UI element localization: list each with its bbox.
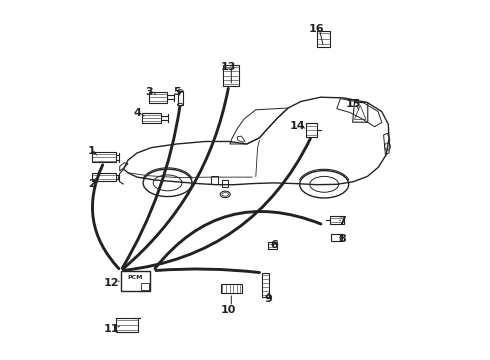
Bar: [223, 65, 240, 86]
Bar: [330, 216, 344, 224]
Text: 5: 5: [173, 87, 180, 97]
Bar: [262, 274, 270, 297]
Text: 11: 11: [104, 324, 120, 334]
Bar: [141, 283, 149, 290]
Text: 8: 8: [338, 234, 346, 244]
Bar: [306, 123, 317, 137]
Text: 2: 2: [88, 179, 96, 189]
Bar: [92, 152, 116, 162]
Text: 13: 13: [221, 62, 237, 72]
Bar: [142, 113, 161, 123]
Text: 15: 15: [345, 99, 361, 109]
Bar: [268, 242, 276, 249]
Bar: [177, 91, 183, 105]
Text: 10: 10: [221, 305, 237, 315]
Bar: [121, 271, 149, 291]
Text: 12: 12: [104, 278, 120, 288]
Bar: [92, 173, 116, 181]
Text: 14: 14: [290, 121, 305, 131]
Bar: [220, 284, 242, 293]
Text: 4: 4: [133, 108, 141, 118]
Bar: [222, 180, 228, 187]
Bar: [211, 176, 218, 184]
Text: 7: 7: [338, 216, 346, 226]
Bar: [149, 92, 167, 103]
Bar: [317, 31, 330, 47]
Bar: [116, 318, 138, 332]
Text: PCM: PCM: [127, 275, 143, 280]
Text: 3: 3: [146, 87, 153, 97]
Text: 16: 16: [309, 24, 325, 34]
Text: 9: 9: [265, 294, 272, 304]
Text: 6: 6: [270, 240, 278, 250]
Text: 1: 1: [88, 146, 96, 156]
Bar: [331, 234, 342, 241]
